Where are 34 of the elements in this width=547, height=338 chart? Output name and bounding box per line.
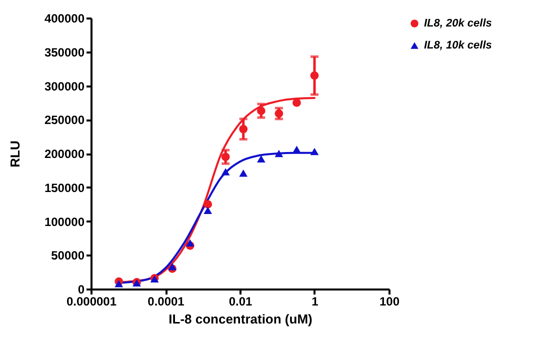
x-axis-title: IL-8 concentration (uM) — [168, 312, 312, 326]
y-tick-label: 0 — [78, 282, 85, 296]
point — [168, 263, 176, 270]
point — [310, 148, 319, 156]
y-tick-label: 250000 — [44, 113, 85, 128]
y-axis-title: RLU — [7, 140, 22, 168]
point — [310, 71, 319, 80]
y-tick-label: 150000 — [44, 180, 85, 195]
point — [204, 206, 212, 214]
x-tick-label: 1 — [312, 294, 319, 308]
y-tick-label: 400000 — [44, 12, 85, 26]
point — [239, 124, 248, 134]
legend-label: IL8, 20k cells — [424, 18, 492, 30]
point — [221, 152, 230, 162]
point — [256, 155, 266, 163]
y-tick-label: 200000 — [44, 147, 85, 161]
point — [204, 200, 212, 208]
y-tick-label: 100000 — [44, 214, 85, 229]
point — [221, 168, 230, 176]
x-tick-label: 0.0001 — [148, 294, 185, 308]
point — [256, 106, 266, 115]
point — [186, 239, 194, 247]
y-tick-label: 350000 — [44, 45, 85, 60]
point — [114, 280, 124, 288]
point — [292, 98, 301, 107]
x-tick-label: 0.000001 — [66, 294, 117, 308]
y-tick-label: 50000 — [51, 248, 85, 263]
x-tick-label: 0.01 — [228, 294, 252, 308]
point — [239, 170, 248, 177]
legend-label: IL8, 10k cells — [424, 40, 492, 52]
y-tick-label: 300000 — [44, 79, 85, 94]
point — [274, 109, 284, 118]
point — [274, 150, 284, 158]
x-tick-label: 100 — [379, 294, 400, 308]
